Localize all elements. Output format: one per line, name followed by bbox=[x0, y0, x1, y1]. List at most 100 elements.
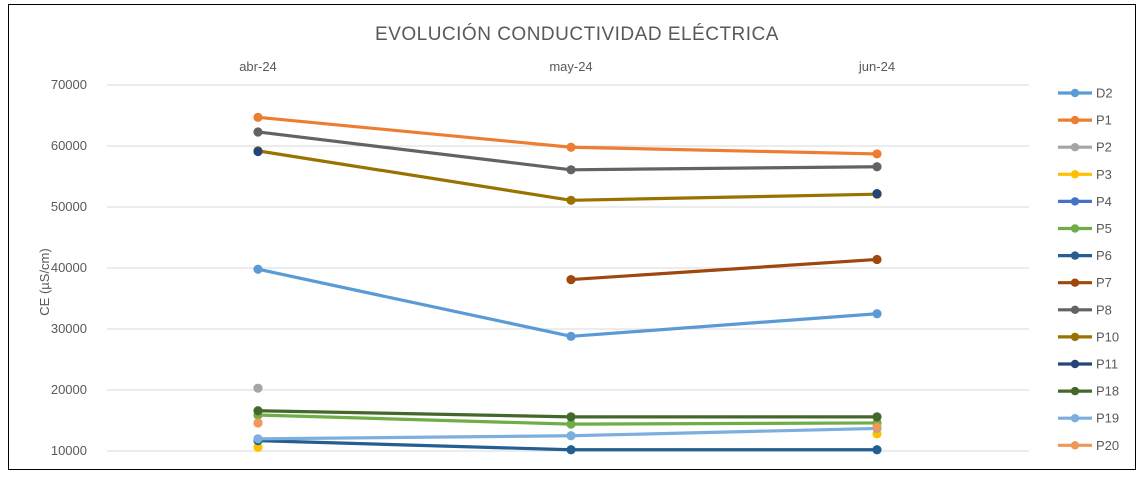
legend-swatch-marker bbox=[1070, 143, 1080, 152]
series-line-segment bbox=[569, 257, 879, 282]
legend-item-p19: P19 bbox=[1058, 411, 1119, 426]
legend-swatch-marker bbox=[1070, 197, 1080, 206]
legend-label: P20 bbox=[1096, 438, 1119, 453]
y-tick-label: 70000 bbox=[51, 77, 87, 92]
data-point bbox=[872, 309, 882, 319]
y-tick-label: 30000 bbox=[51, 321, 87, 336]
series-line-segment bbox=[569, 426, 879, 438]
data-point bbox=[566, 419, 576, 429]
legend-item-p8: P8 bbox=[1058, 302, 1112, 317]
series-line-segment bbox=[256, 413, 573, 426]
series-p10 bbox=[253, 146, 882, 205]
legend-label: P6 bbox=[1096, 248, 1112, 263]
legend-item-p10: P10 bbox=[1058, 329, 1119, 344]
series-line-segment bbox=[569, 312, 879, 338]
legend-swatch-marker bbox=[1070, 115, 1080, 125]
data-point bbox=[253, 383, 263, 393]
legend-label: P7 bbox=[1096, 275, 1112, 290]
legend-label: D2 bbox=[1096, 86, 1113, 101]
y-tick-label: 40000 bbox=[51, 260, 87, 275]
legend-item-p6: P6 bbox=[1058, 248, 1112, 263]
series-line-segment bbox=[569, 145, 879, 156]
legend-item-p5: P5 bbox=[1058, 221, 1112, 236]
data-point bbox=[253, 406, 263, 416]
legend-item-p7: P7 bbox=[1058, 275, 1112, 290]
chart-area: EVOLUCIÓN CONDUCTIVIDAD ELÉCTRICA CE (µS… bbox=[8, 4, 1136, 470]
data-point bbox=[566, 274, 576, 285]
legend-item-p18: P18 bbox=[1058, 384, 1119, 399]
series-d2 bbox=[253, 264, 882, 341]
data-point bbox=[566, 142, 576, 152]
data-point bbox=[566, 445, 576, 455]
legend-label: P3 bbox=[1096, 167, 1112, 182]
legend-swatch-marker bbox=[1070, 332, 1080, 342]
legend-label: P4 bbox=[1096, 194, 1112, 209]
legend-label: P10 bbox=[1096, 329, 1119, 344]
series-line-segment bbox=[569, 165, 879, 172]
data-point bbox=[872, 188, 882, 199]
series-p1 bbox=[253, 112, 882, 159]
data-point bbox=[872, 149, 882, 159]
legend-swatch-marker bbox=[1070, 251, 1080, 260]
y-axis-label: CE (µS/cm) bbox=[37, 248, 52, 315]
data-point bbox=[253, 434, 263, 444]
chart-title: EVOLUCIÓN CONDUCTIVIDAD ELÉCTRICA bbox=[375, 23, 779, 45]
legend-item-p11: P11 bbox=[1058, 357, 1118, 372]
legend-label: P11 bbox=[1096, 357, 1118, 372]
series-p8 bbox=[253, 127, 882, 175]
legend-item-p3: P3 bbox=[1058, 167, 1112, 182]
legend-item-p1: P1 bbox=[1058, 113, 1112, 128]
series-p2 bbox=[253, 383, 263, 393]
legend-label: P2 bbox=[1096, 140, 1112, 155]
legend-item-p2: P2 bbox=[1058, 140, 1112, 155]
legend-label: P8 bbox=[1096, 302, 1112, 317]
series-p20 bbox=[253, 418, 882, 432]
legend-swatch-marker bbox=[1070, 359, 1080, 369]
data-point bbox=[872, 162, 882, 172]
data-point bbox=[566, 412, 576, 422]
data-point bbox=[253, 418, 263, 428]
series-line-segment bbox=[569, 192, 879, 202]
legend-swatch-marker bbox=[1070, 386, 1080, 396]
data-point bbox=[253, 146, 263, 157]
legend-item-p4: P4 bbox=[1058, 194, 1112, 209]
series-line-segment bbox=[256, 409, 573, 419]
series-p11 bbox=[253, 146, 882, 199]
x-tick-label: may-24 bbox=[549, 59, 592, 74]
legend-swatch-marker bbox=[1070, 224, 1080, 233]
series-line-segment bbox=[256, 267, 573, 338]
data-point bbox=[872, 445, 882, 455]
data-point bbox=[253, 264, 263, 274]
legend-swatch-marker bbox=[1070, 278, 1080, 287]
data-point bbox=[566, 195, 576, 205]
series-line-segment bbox=[569, 421, 879, 426]
y-tick-label: 10000 bbox=[51, 443, 87, 458]
legend-item-p20: P20 bbox=[1058, 438, 1119, 453]
line-chart: EVOLUCIÓN CONDUCTIVIDAD ELÉCTRICA CE (µS… bbox=[37, 23, 1119, 458]
x-tick-label: jun-24 bbox=[858, 59, 895, 74]
data-point bbox=[566, 331, 576, 341]
y-tick-label: 50000 bbox=[51, 199, 87, 214]
data-point bbox=[253, 127, 263, 137]
data-point bbox=[566, 431, 576, 441]
data-point bbox=[253, 442, 263, 452]
data-point bbox=[872, 412, 882, 422]
series-p18 bbox=[253, 406, 882, 422]
data-point bbox=[253, 112, 263, 122]
x-tick-label: abr-24 bbox=[239, 59, 277, 74]
legend-swatch-marker bbox=[1070, 170, 1080, 179]
legend-swatch-marker bbox=[1070, 441, 1080, 450]
y-tick-label: 20000 bbox=[51, 382, 87, 397]
series-p7 bbox=[566, 254, 882, 285]
legend-swatch-marker bbox=[1070, 414, 1080, 423]
data-point bbox=[566, 165, 576, 175]
series-line-segment bbox=[256, 439, 573, 452]
series-line-segment bbox=[256, 115, 573, 149]
data-point bbox=[872, 254, 882, 265]
legend-label: P1 bbox=[1096, 113, 1112, 128]
series-line-segment bbox=[256, 130, 573, 172]
y-tick-label: 60000 bbox=[51, 138, 87, 153]
legend-swatch-marker bbox=[1070, 88, 1080, 98]
legend-label: P19 bbox=[1096, 411, 1119, 426]
legend-label: P5 bbox=[1096, 221, 1112, 236]
